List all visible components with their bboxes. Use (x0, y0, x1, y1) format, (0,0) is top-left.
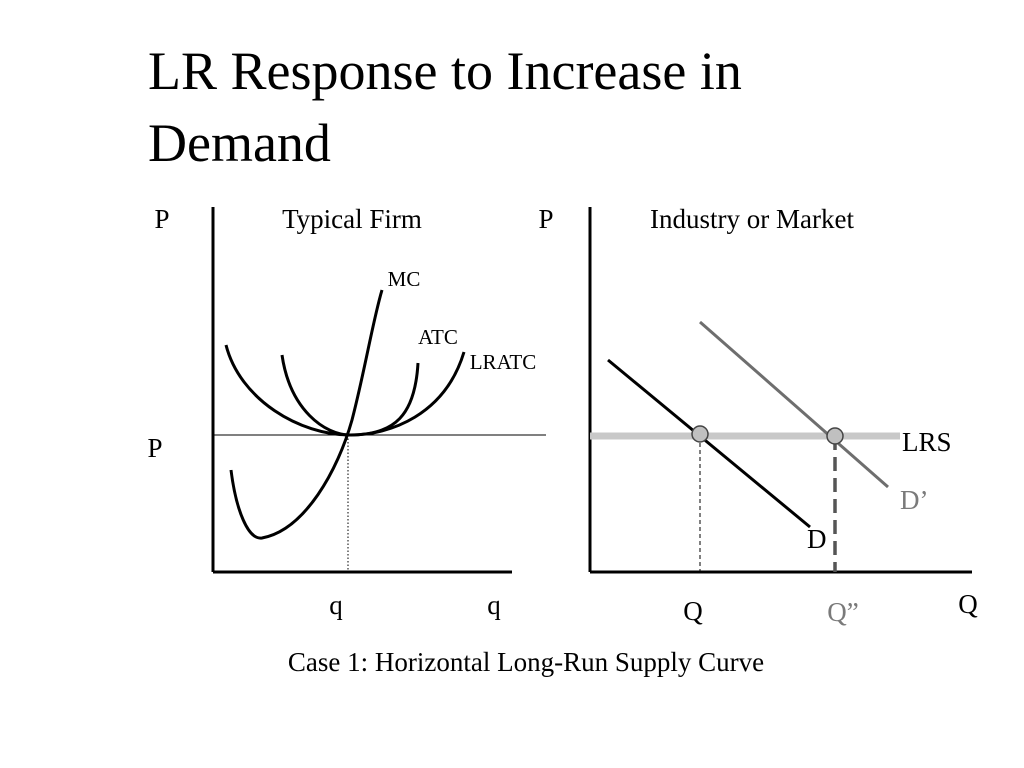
lrs-label: LRS (902, 427, 952, 457)
firm-price-label: P (147, 433, 162, 463)
firm-lratc-curve (224, 344, 420, 437)
q-new-label: Q” (827, 597, 858, 627)
atc-label: ATC (418, 325, 458, 349)
firm-y-axis-label: P (154, 204, 169, 234)
market-x-axis-label: Q (958, 589, 978, 619)
initial-equilibrium-point (691, 425, 709, 443)
q-initial-label: Q (683, 596, 703, 626)
market-y-axis-label: P (538, 204, 553, 234)
mc-label: MC (388, 267, 421, 291)
firm-panel: P Typical Firm P q q MC ATC LRATC (147, 204, 546, 620)
firm-mc-curve (229, 289, 384, 540)
demand-curve (607, 358, 811, 529)
new-equilibrium-point (826, 427, 844, 445)
new-demand-label: D’ (900, 485, 929, 515)
firm-panel-title: Typical Firm (282, 204, 422, 234)
market-panel-title: Industry or Market (650, 204, 854, 234)
firm-atc-curve (280, 351, 466, 437)
demand-label: D (807, 524, 827, 554)
slide-title-line1: LR Response to Increase in (148, 41, 742, 101)
new-demand-curve (699, 320, 889, 489)
market-panel: P Industry or Market LRS D’ D Q Q” Q (538, 204, 978, 627)
slide-title-line2: Demand (148, 113, 331, 173)
slide-caption: Case 1: Horizontal Long-Run Supply Curve (288, 647, 764, 677)
firm-q-tick-label: q (329, 590, 343, 620)
lratc-label: LRATC (470, 350, 537, 374)
firm-x-axis-label: q (487, 590, 501, 620)
